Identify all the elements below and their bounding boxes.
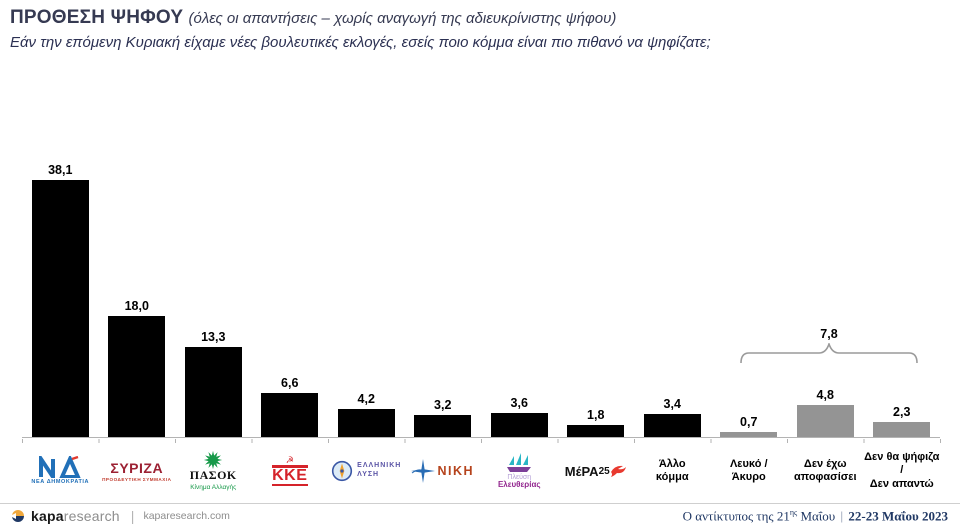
bar-syriza (108, 315, 166, 437)
footer: kaparesearch | kaparesearch.com Ο αντίκτ… (0, 503, 960, 528)
category-label-den-tha-psifiza: Δεν θα ψήφιζα / Δεν απαντώ (864, 443, 941, 499)
party-name: ΕΛΛΗΝΙΚΗ ΛΥΣΗ (357, 462, 402, 478)
category-label: Δεν έχω αποφασίσει (793, 457, 857, 483)
bar-column-den-exo-apofasisei: 4,8 (787, 150, 864, 437)
bar-elliniki-lysi (337, 408, 395, 437)
bar-chart: 38,1 18,0 13,3 6,6 4,2 3,2 3,6 1,8 3,4 0… (22, 150, 940, 438)
party-logo-niki: ΝΙΚΗ (405, 443, 482, 499)
group-annotation: 7,8 (740, 327, 918, 363)
bar-den-tha-psifiza (873, 421, 931, 437)
party-caption: Κίνημα Αλλαγής (190, 484, 237, 492)
survey-date-note: Ο αντίκτυπος της 21ης Μαΐου | 22-23 Μαΐο… (682, 507, 948, 524)
bar-column-lefko-akyro: 0,7 (711, 150, 788, 437)
party-name-line2: Ελευθερίας (497, 480, 541, 490)
party-logo-plefsi-eleftherias: Πλεύση Ελευθερίας (481, 443, 558, 499)
category-label-lefko-akyro: Λευκό / Άκυρο (711, 443, 788, 499)
page-title: ΠΡΟΘΕΣΗ ΨΗΦΟΥ (10, 7, 184, 28)
bar-column-nea-dimokratia: 38,1 (22, 150, 99, 437)
party-name: ΚΚΕ (272, 466, 308, 484)
kapa-research-brand: kaparesearch | kaparesearch.com (10, 508, 230, 524)
bar-value-label: 0,7 (740, 415, 758, 430)
bar-mera25 (567, 424, 625, 437)
bar-value-label: 18,0 (124, 298, 149, 313)
bar-value-label: 38,1 (48, 163, 73, 178)
bar-value-label: 3,4 (663, 397, 681, 412)
bar-value-label: 1,8 (587, 407, 605, 422)
bar-column-elliniki-lysi: 4,2 (328, 150, 405, 437)
bar-lefko-akyro (720, 432, 778, 437)
survey-question: Εάν την επόμενη Κυριακή είχαμε νέες βουλ… (10, 34, 711, 51)
party-logo-mera25: ΜέΡΑ 25 (558, 443, 635, 499)
swallow-icon (610, 465, 626, 477)
bar-column-plefsi-eleftherias: 3,6 (481, 150, 558, 437)
party-logo-kke: ☭ ΚΚΕ (252, 443, 329, 499)
party-name: ΠΑΣΟΚ (189, 468, 237, 483)
party-caption: ΠΡΟΟΔΕΥΤΙΚΗ ΣΥΜΜΑΧΙΑ (102, 476, 172, 482)
niki-star-icon (411, 459, 436, 483)
header: ΠΡΟΘΕΣΗ ΨΗΦΟΥ (όλες οι απαντήσεις – χωρί… (10, 6, 950, 51)
party-caption: ΝΕΑ ΔΗΜΟΚΡΑΤΙΑ (31, 479, 90, 486)
bar-value-label: 13,3 (201, 330, 226, 345)
bar-kke (261, 392, 319, 437)
compass-icon (332, 460, 353, 482)
nd-logo-icon (39, 456, 81, 479)
category-label-allo-komma: Άλλο κόμμα (634, 443, 711, 499)
title-note: (όλες οι απαντήσεις – χωρίς αναγωγή της … (188, 10, 617, 27)
bar-value-label: 4,8 (816, 387, 834, 402)
bar-value-label: 4,2 (357, 391, 375, 406)
brand-text: kaparesearch (31, 508, 120, 524)
bar-niki (414, 415, 472, 437)
sailboat-icon (507, 452, 532, 472)
party-name: ΜέΡΑ (564, 463, 599, 479)
party-name-suffix: 25 (598, 465, 610, 477)
bar-pasok (184, 347, 242, 437)
bar-column-allo-komma: 3,4 (634, 150, 711, 437)
brand-website: kaparesearch.com (143, 510, 230, 522)
category-label: Λευκό / Άκυρο (729, 457, 768, 483)
party-name: ΝΙΚΗ (437, 464, 475, 478)
bracket-icon (740, 343, 918, 363)
party-logo-pasok: ΠΑΣΟΚ Κίνημα Αλλαγής (175, 443, 252, 499)
bar-column-kke: 6,6 (252, 150, 329, 437)
brand-separator: | (130, 508, 135, 524)
bar-column-syriza: 18,0 (99, 150, 176, 437)
category-band: ΝΕΑ ΔΗΜΟΚΡΑΤΙΑ ΣΥΡΙΖΑ ΠΡΟΟΔΕΥΤΙΚΗ ΣΥΜΜΑΧ… (22, 443, 940, 499)
bar-den-exo-apofasisei (796, 404, 854, 437)
bar-plefsi-eleftherias (490, 412, 548, 437)
bar-column-niki: 3,2 (405, 150, 482, 437)
bar-column-den-tha-psifiza: 2,3 (864, 150, 941, 437)
kke-bottom-bar (271, 483, 308, 486)
party-logo-syriza: ΣΥΡΙΖΑ ΠΡΟΟΔΕΥΤΙΚΗ ΣΥΜΜΑΧΙΑ (99, 443, 176, 499)
group-annotation-value: 7,8 (820, 327, 838, 341)
bar-column-pasok: 13,3 (175, 150, 252, 437)
bar-nea-dimokratia (31, 180, 89, 437)
hammer-sickle-icon: ☭ (285, 455, 294, 465)
party-name: ΣΥΡΙΖΑ (110, 459, 164, 476)
party-logo-nea-dimokratia: ΝΕΑ ΔΗΜΟΚΡΑΤΙΑ (22, 443, 99, 499)
bar-allo-komma (643, 414, 701, 437)
bar-column-mera25: 1,8 (558, 150, 635, 437)
x-axis-ticks (22, 439, 941, 443)
kapa-research-logo-icon (10, 510, 24, 522)
party-name-line1: Πλεύση (507, 473, 532, 481)
kke-top-bar (271, 465, 308, 468)
category-label-den-exo-apofasisei: Δεν έχω αποφασίσει (787, 443, 864, 499)
party-logo-elliniki-lysi: ΕΛΛΗΝΙΚΗ ΛΥΣΗ (328, 443, 405, 499)
category-label: Άλλο κόμμα (655, 457, 689, 483)
bar-value-label: 6,6 (281, 375, 299, 390)
title-line: ΠΡΟΘΕΣΗ ΨΗΦΟΥ (όλες οι απαντήσεις – χωρί… (10, 6, 950, 31)
bar-value-label: 2,3 (893, 404, 911, 419)
bar-value-label: 3,6 (510, 395, 528, 410)
pasok-sun-icon (204, 451, 223, 470)
category-label: Δεν θα ψήφιζα / Δεν απαντώ (864, 451, 940, 490)
bar-value-label: 3,2 (434, 398, 452, 413)
